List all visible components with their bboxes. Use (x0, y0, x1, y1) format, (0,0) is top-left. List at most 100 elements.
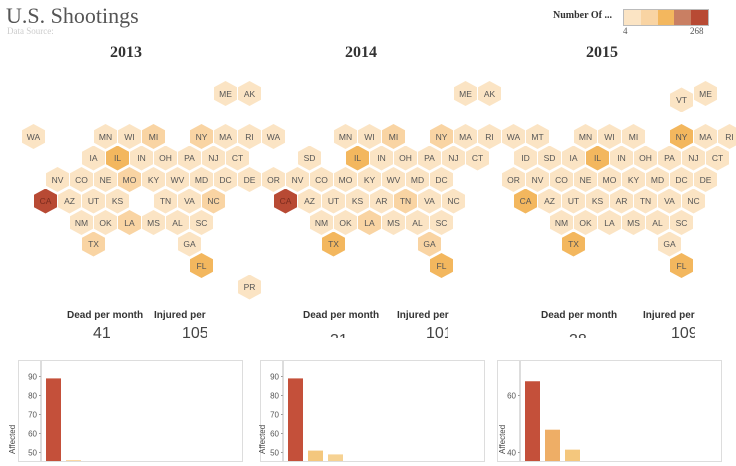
state-hex-nc[interactable]: NC (202, 188, 225, 214)
state-hex-nm[interactable]: NM (310, 210, 333, 235)
state-hex-sc[interactable]: SC (190, 210, 213, 235)
state-hex-wa[interactable]: WA (22, 124, 45, 149)
state-hex-ut[interactable]: UT (82, 188, 105, 214)
state-hex-ri[interactable]: RI (718, 124, 736, 149)
state-hex-nv[interactable]: NV (526, 167, 549, 192)
bar[interactable] (66, 460, 81, 461)
state-hex-mn[interactable]: MN (574, 124, 597, 149)
state-hex-pa[interactable]: PA (418, 145, 441, 171)
state-hex-la[interactable]: LA (598, 210, 621, 235)
state-hex-al[interactable]: AL (166, 210, 189, 235)
state-hex-id[interactable]: ID (514, 145, 537, 171)
state-hex-ne[interactable]: NE (94, 167, 117, 192)
state-hex-ok[interactable]: OK (574, 210, 597, 235)
state-hex-wi[interactable]: WI (118, 124, 141, 149)
state-hex-in[interactable]: IN (370, 145, 393, 171)
bar[interactable] (308, 450, 323, 461)
state-hex-mo[interactable]: MO (118, 167, 141, 192)
state-hex-la[interactable]: LA (358, 210, 381, 235)
state-hex-ia[interactable]: IA (562, 145, 585, 171)
state-hex-tx[interactable]: TX (322, 231, 345, 257)
state-hex-oh[interactable]: OH (154, 145, 177, 171)
state-hex-az[interactable]: AZ (298, 188, 321, 214)
state-hex-wv[interactable]: WV (382, 167, 405, 192)
state-hex-pr[interactable]: PR (238, 274, 261, 300)
state-hex-in[interactable]: IN (130, 145, 153, 171)
state-hex-dc[interactable]: DC (214, 167, 237, 192)
state-hex-va[interactable]: VA (418, 188, 441, 214)
state-hex-fl[interactable]: FL (430, 253, 453, 278)
state-hex-sc[interactable]: SC (430, 210, 453, 235)
state-hex-nj[interactable]: NJ (442, 145, 465, 171)
state-hex-wa[interactable]: WA (502, 124, 525, 149)
state-hex-de[interactable]: DE (694, 167, 717, 192)
state-hex-in[interactable]: IN (610, 145, 633, 171)
color-legend[interactable] (623, 9, 709, 26)
state-hex-ky[interactable]: KY (358, 167, 381, 192)
state-hex-ma[interactable]: MA (214, 124, 237, 149)
state-hex-ri[interactable]: RI (238, 124, 261, 149)
state-hex-nc[interactable]: NC (442, 188, 465, 214)
state-hex-al[interactable]: AL (646, 210, 669, 235)
state-hex-mn[interactable]: MN (334, 124, 357, 149)
state-hex-mn[interactable]: MN (94, 124, 117, 149)
state-hex-sd[interactable]: SD (298, 145, 321, 171)
state-hex-ar[interactable]: AR (610, 188, 633, 214)
state-hex-va[interactable]: VA (658, 188, 681, 214)
state-hex-ms[interactable]: MS (622, 210, 645, 235)
state-hex-dc[interactable]: DC (670, 167, 693, 192)
state-hex-sd[interactable]: SD (538, 145, 561, 171)
state-hex-tx[interactable]: TX (82, 231, 105, 257)
affected-bar-chart-2015[interactable]: 60 40 (497, 360, 722, 462)
state-hex-az[interactable]: AZ (538, 188, 561, 214)
state-hex-ca[interactable]: CA (274, 188, 297, 214)
affected-bar-chart-2014[interactable]: 908070605040 (260, 360, 485, 462)
state-hex-ct[interactable]: CT (706, 145, 729, 171)
state-hex-me[interactable]: ME (694, 81, 717, 106)
state-hex-de[interactable]: DE (238, 167, 261, 192)
state-hex-ny[interactable]: NY (430, 124, 453, 149)
state-hex-ia[interactable]: IA (82, 145, 105, 171)
state-hex-ks[interactable]: KS (346, 188, 369, 214)
state-hex-az[interactable]: AZ (58, 188, 81, 214)
state-hex-ak[interactable]: AK (478, 81, 501, 106)
state-hex-ma[interactable]: MA (454, 124, 477, 149)
state-hex-wv[interactable]: WV (166, 167, 189, 192)
state-hex-md[interactable]: MD (646, 167, 669, 192)
state-hex-va[interactable]: VA (178, 188, 201, 214)
state-hex-ar[interactable]: AR (370, 188, 393, 214)
state-hex-nv[interactable]: NV (286, 167, 309, 192)
bar[interactable] (565, 449, 580, 461)
state-hex-ct[interactable]: CT (466, 145, 489, 171)
state-hex-ca[interactable]: CA (34, 188, 57, 214)
state-hex-la[interactable]: LA (118, 210, 141, 235)
bar[interactable] (328, 454, 343, 461)
state-hex-nv[interactable]: NV (46, 167, 69, 192)
state-hex-nm[interactable]: NM (550, 210, 573, 235)
state-hex-ok[interactable]: OK (94, 210, 117, 235)
state-hex-wi[interactable]: WI (358, 124, 381, 149)
state-hex-ga[interactable]: GA (658, 231, 681, 257)
state-hex-md[interactable]: MD (190, 167, 213, 192)
state-hex-co[interactable]: CO (310, 167, 333, 192)
state-hex-ms[interactable]: MS (382, 210, 405, 235)
bar[interactable] (288, 378, 303, 461)
state-hex-pa[interactable]: PA (658, 145, 681, 171)
state-hex-ak[interactable]: AK (238, 81, 261, 106)
state-hex-me[interactable]: ME (454, 81, 477, 106)
state-hex-ok[interactable]: OK (334, 210, 357, 235)
state-hex-me[interactable]: ME (214, 81, 237, 106)
state-hex-il[interactable]: IL (586, 145, 609, 171)
state-hex-mo[interactable]: MO (334, 167, 357, 192)
state-hex-nm[interactable]: NM (70, 210, 93, 235)
state-hex-or[interactable]: OR (502, 167, 525, 192)
state-hex-mi[interactable]: MI (382, 124, 405, 149)
state-hex-ms[interactable]: MS (142, 210, 165, 235)
state-hex-tx[interactable]: TX (562, 231, 585, 257)
bar[interactable] (46, 378, 61, 461)
state-hex-il[interactable]: IL (106, 145, 129, 171)
state-hex-ct[interactable]: CT (226, 145, 249, 171)
state-hex-oh[interactable]: OH (394, 145, 417, 171)
state-hex-or[interactable]: OR (262, 167, 285, 192)
state-hex-oh[interactable]: OH (634, 145, 657, 171)
